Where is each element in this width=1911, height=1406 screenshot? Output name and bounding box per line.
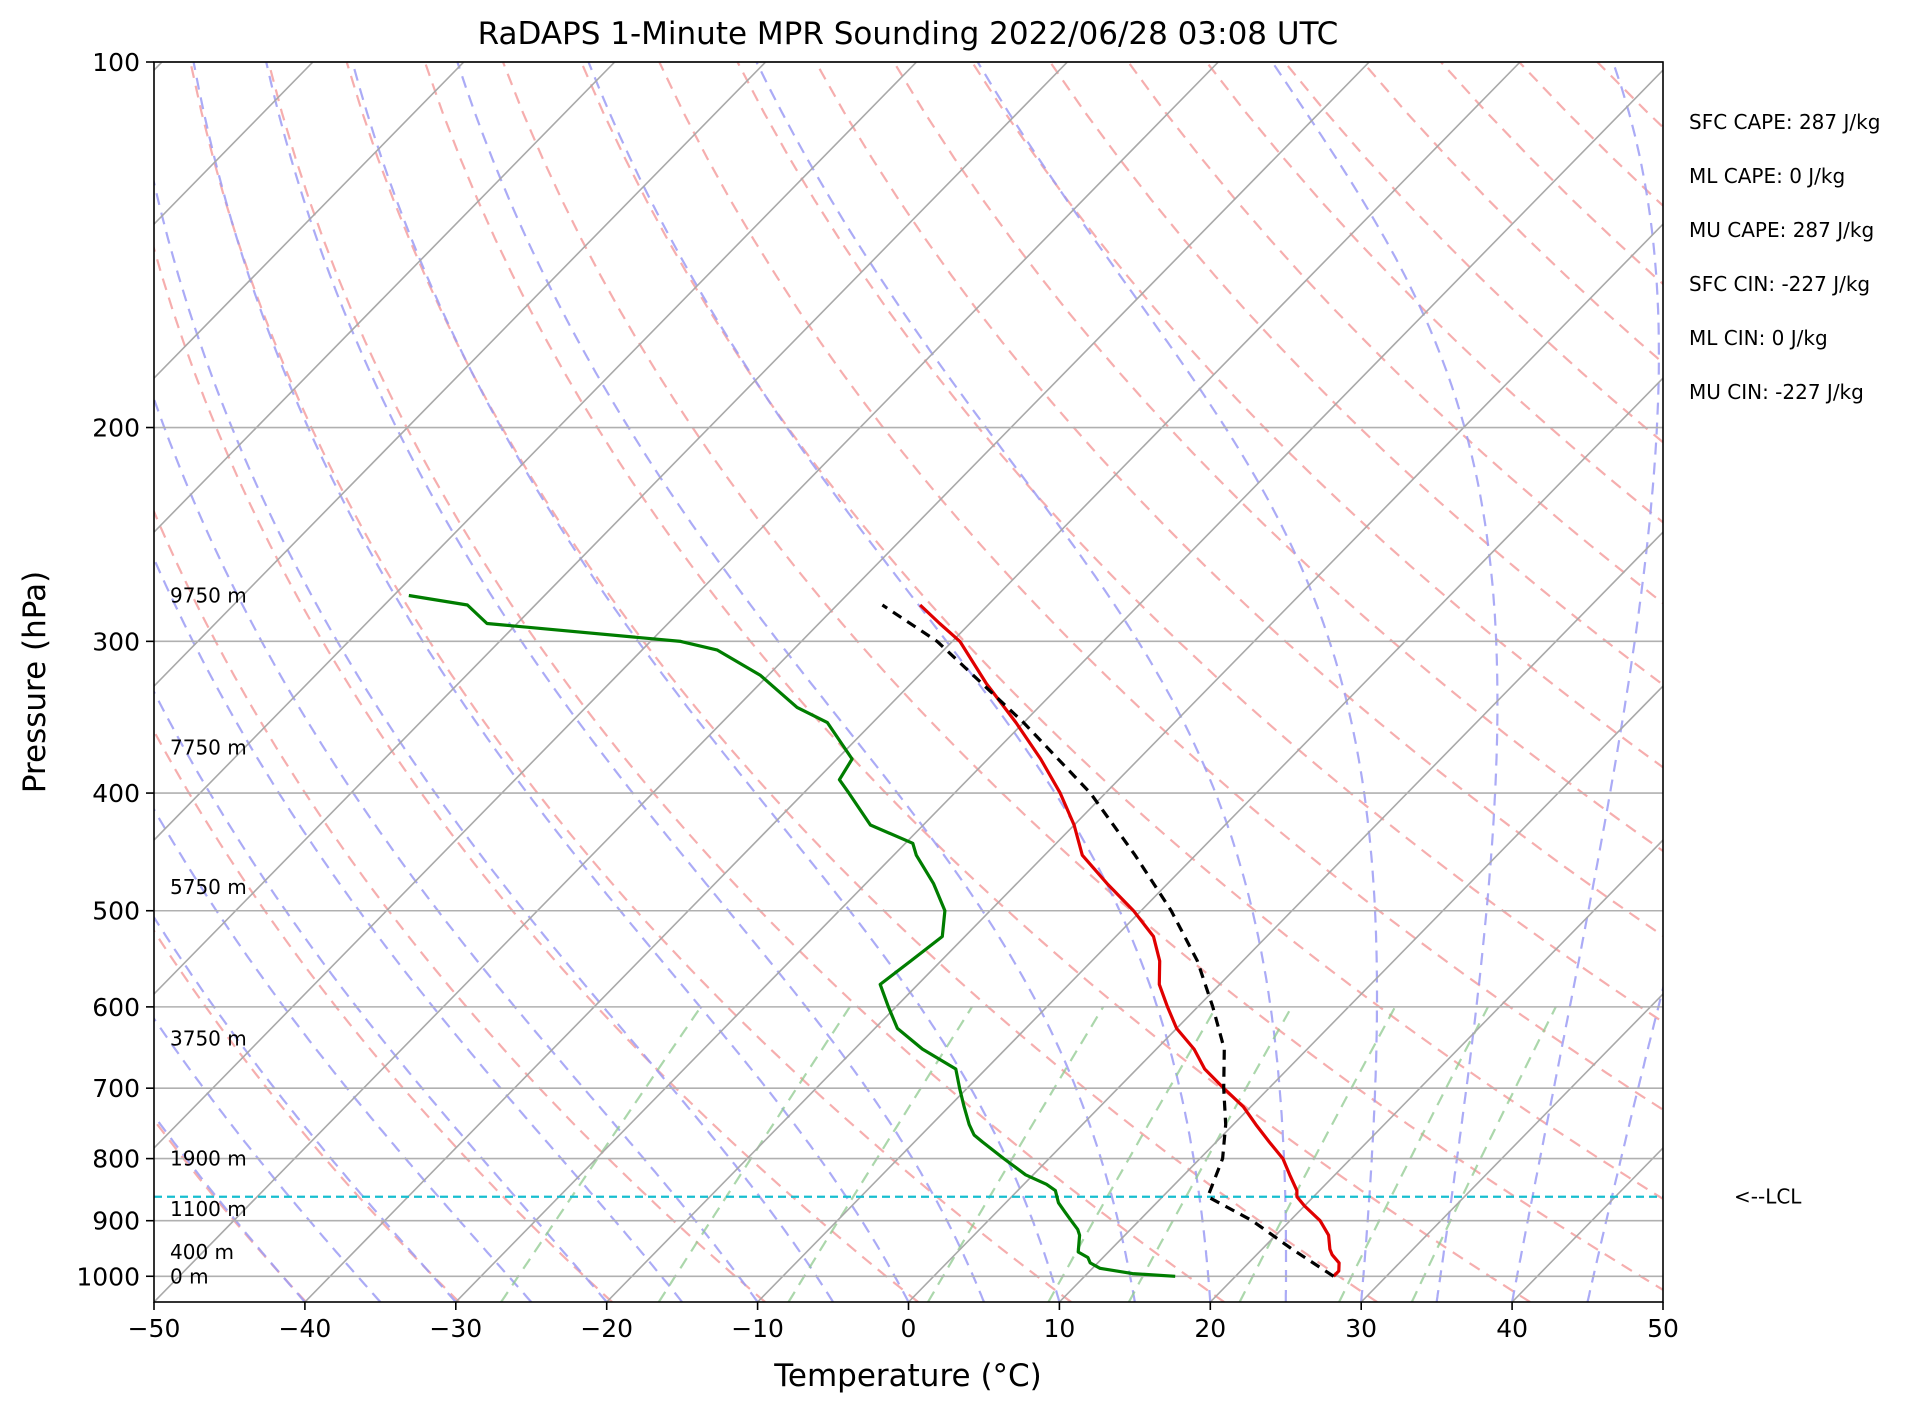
x-tick-label: 50 [1647,1314,1679,1343]
height-label: 0 m [170,1264,209,1288]
isotherm [154,62,918,842]
isotherm [154,62,616,534]
x-tick-label: −50 [128,1314,181,1343]
moist-adiabat [1511,62,1661,1302]
x-tick-label: −40 [279,1314,332,1343]
dry-adiabat [971,62,1663,769]
stats-panel: SFC CAPE: 287 J/kg ML CAPE: 0 J/kg MU CAPE… [1689,110,1880,404]
isotherm [1209,838,1663,1302]
moist-adiabat [154,915,457,1302]
background-lines [154,62,1663,1302]
y-tick-label: 1000 [76,1262,140,1291]
series-group [408,593,1341,1278]
moist-adiabat [351,62,1061,1302]
mixing-ratio-line [500,1006,702,1302]
mixing-ratio-line [1127,1006,1293,1302]
isotherm [154,62,1370,1302]
mixing-ratio-line [657,1006,851,1302]
isotherm [1360,992,1663,1302]
y-tick-label: 700 [92,1074,140,1103]
moist-adiabat [1271,62,1499,1302]
moist-adiabat [755,62,1288,1302]
moist-adiabat [1586,983,1663,1302]
stat-line: ML CAPE: 0 J/kg [1689,164,1845,188]
y-tick-label: 600 [92,993,140,1022]
isotherm [907,530,1663,1302]
mixing-ratio-line [1338,1006,1489,1302]
x-tick-label: −30 [429,1314,482,1343]
moist-adiabat [192,62,910,1302]
height-label: 5750 m [170,875,247,899]
dry-adiabat [345,62,1378,1302]
moist-adiabat [456,62,1136,1302]
y-tick-label: 500 [92,897,140,926]
mixing-ratio-line [927,1006,1105,1302]
isotherm [154,62,767,688]
isotherm [1058,684,1663,1302]
temperature-profile [919,603,1341,1278]
lcl-label: <--LCL [1734,1185,1802,1209]
stat-line: SFC CAPE: 287 J/kg [1689,110,1880,134]
isotherm [154,62,465,380]
y-tick-label: 200 [92,414,140,443]
chart-title: RaDAPS 1-Minute MPR Sounding 2022/06/28 … [478,16,1339,52]
dry-adiabat [154,244,919,1302]
y-tick-label: 800 [92,1145,140,1174]
moist-adiabat [154,556,683,1302]
dry-adiabat [892,62,1663,853]
mixing-ratio-line [1238,1006,1397,1302]
moist-adiabat [154,177,834,1302]
isotherm [606,222,1663,1302]
y-axis-label: Pressure (hPa) [17,571,53,793]
moist-adiabat [976,62,1379,1302]
x-tick-label: 30 [1345,1314,1377,1343]
height-label: 9750 m [170,583,247,607]
x-tick-label: 20 [1194,1314,1226,1343]
x-axis-label: Temperature (°C) [773,1358,1042,1394]
stat-line: SFC CIN: -227 J/kg [1689,272,1870,296]
y-tick-label: 900 [92,1207,140,1236]
y-tick-label: 400 [92,779,140,808]
height-label: 400 m [170,1240,234,1264]
height-label: 1900 m [170,1147,247,1171]
dry-adiabat [423,62,1531,1302]
x-axis-ticks: −50 −40 −30 −20 −10 0 10 20 30 40 50 [128,1302,1679,1343]
isotherm [154,62,1219,1150]
y-tick-label: 300 [92,627,140,656]
x-tick-label: 40 [1496,1314,1528,1343]
mixing-ratio-line [787,1006,973,1302]
moist-adiabat [587,62,1212,1302]
lcl-group: <--LCL [154,1185,1802,1209]
stat-line: MU CAPE: 287 J/kg [1689,218,1874,242]
x-tick-label: −20 [580,1314,633,1343]
dry-adiabat [736,62,1663,1024]
isotherm [154,62,1068,996]
dry-adiabat [189,62,1072,1302]
dry-adiabat [154,728,613,1302]
isotherm [304,62,1521,1302]
height-label: 7750 m [170,736,247,760]
moist-adiabat [265,62,986,1302]
height-label: 1100 m [170,1197,247,1221]
y-axis-ticks: 100 200 300 400 500 600 700 800 900 1000 [76,48,154,1291]
stat-line: ML CIN: 0 J/kg [1689,326,1828,350]
y-tick-label: 100 [92,48,140,77]
x-tick-label: −10 [731,1314,784,1343]
stat-line: MU CIN: -227 J/kg [1689,380,1864,404]
dry-adiabat [814,62,1663,938]
mixing-ratio-line [1047,1006,1218,1302]
dry-adiabat [154,508,766,1302]
dry-adiabat [267,62,1225,1302]
mixing-ratio-line [1410,1006,1557,1302]
x-tick-label: 0 [901,1314,917,1343]
isotherm [455,69,1663,1302]
height-label: 3750 m [170,1026,247,1050]
x-tick-label: 10 [1043,1314,1075,1343]
dewpoint-profile [408,593,1176,1278]
parcel-profile [881,603,1335,1278]
dry-adiabat [580,62,1663,1201]
